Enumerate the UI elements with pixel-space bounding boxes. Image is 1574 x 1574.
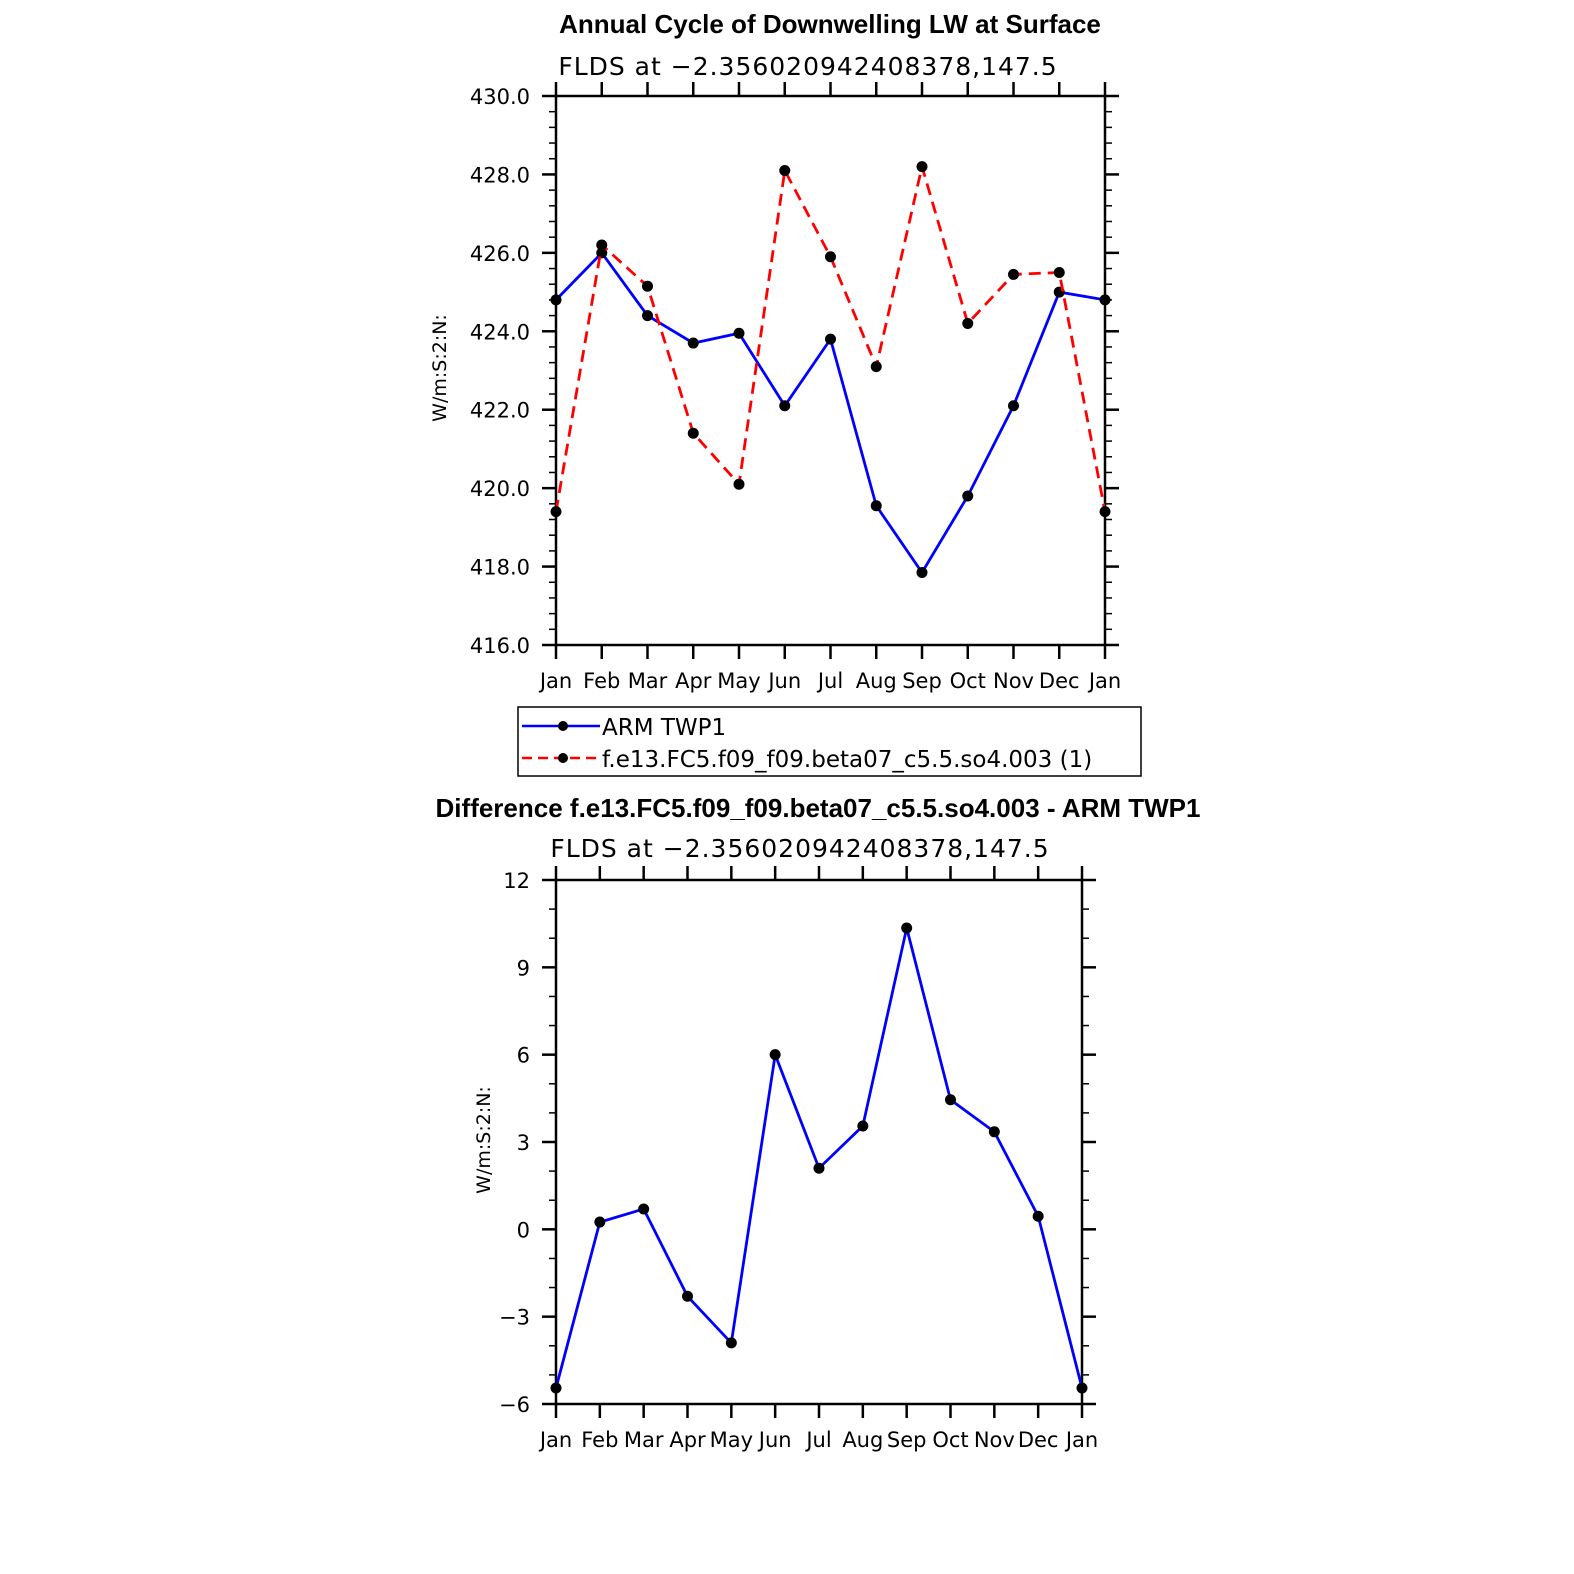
x-tick-label: Apr (675, 669, 712, 693)
y-tick-label: 420.0 (470, 477, 530, 501)
legend-box (517, 706, 1142, 777)
data-point (638, 1203, 650, 1215)
chart-subtitle: FLDS at −2.356020942408378,147.5 (558, 52, 1057, 81)
data-point (1008, 268, 1019, 280)
data-point (769, 1049, 781, 1061)
plot-frame (554, 878, 1084, 1406)
data-point (945, 1094, 956, 1106)
difference-panel: Difference f.e13.FC5.f09_f09.beta07_c5.5… (436, 793, 1201, 1452)
y-tick-label: 426.0 (470, 242, 530, 266)
y-tick-label: 424.0 (470, 320, 530, 344)
x-tick-label: Jan (538, 669, 572, 693)
x-tick-label: Feb (581, 1428, 618, 1452)
data-point (916, 161, 928, 173)
chart-subtitle: FLDS at −2.356020942408378,147.5 (550, 834, 1049, 863)
x-tick-label: Jan (1087, 669, 1121, 693)
chart-title: Annual Cycle of Downwelling LW at Surfac… (559, 9, 1101, 39)
annual-cycle-panel: Annual Cycle of Downwelling LW at Surfac… (429, 9, 1142, 777)
data-point (642, 310, 653, 322)
y-tick-label: −6 (499, 1393, 530, 1417)
data-point (1076, 1382, 1088, 1394)
data-point (901, 922, 913, 934)
y-tick-label: 0 (517, 1218, 530, 1242)
legend: ARM TWP1 f.e13.FC5.f09_f09.beta07_c5.5.s… (517, 706, 1142, 777)
x-tick-label: Aug (856, 669, 897, 693)
x-tick-label: Jun (757, 1428, 792, 1452)
x-tick-label: Mar (628, 669, 668, 693)
x-tick-label: Apr (669, 1428, 706, 1452)
data-point (594, 1216, 606, 1228)
y-tick-label: 416.0 (470, 634, 530, 658)
x-tick-label: Dec (1018, 1428, 1059, 1452)
data-point (1008, 400, 1019, 412)
data-point (550, 294, 562, 306)
series-line-0 (554, 250, 1106, 576)
data-point (682, 1290, 693, 1302)
x-tick-label: Dec (1039, 669, 1080, 693)
data-point (1099, 506, 1111, 518)
data-point (825, 251, 836, 263)
chart-title: Difference f.e13.FC5.f09_f09.beta07_c5.5… (436, 793, 1201, 823)
y-tick-label: −3 (499, 1306, 530, 1330)
y-axis-label: W/m:S:2:N: (429, 314, 451, 422)
legend-marker-arm (558, 721, 568, 731)
data-point (1053, 266, 1065, 278)
x-tick-label: Jan (538, 1428, 572, 1452)
data-point (1032, 1210, 1044, 1222)
legend-label-arm: ARM TWP1 (602, 715, 726, 741)
series-line-0 (554, 927, 1084, 1389)
data-point (916, 566, 928, 578)
data-point (779, 165, 791, 177)
x-tick-label: May (717, 669, 760, 693)
y-tick-label: 9 (517, 956, 530, 980)
data-point (733, 478, 745, 490)
legend-label-model: f.e13.FC5.f09_f09.beta07_c5.5.so4.003 (1… (602, 747, 1092, 773)
y-tick-label: 428.0 (470, 163, 530, 187)
data-point (962, 490, 974, 502)
x-tick-label: Aug (842, 1428, 883, 1452)
x-tick-label: Jun (766, 669, 801, 693)
data-point (596, 247, 608, 259)
y-tick-label: 12 (503, 869, 530, 893)
data-point (687, 427, 699, 439)
x-tick-label: Nov (974, 1428, 1015, 1452)
data-point (870, 361, 882, 373)
x-tick-label: Jul (816, 669, 843, 693)
plot-frame (554, 94, 1107, 647)
legend-marker-model (558, 753, 568, 763)
x-tick-label: Feb (583, 669, 620, 693)
data-point (962, 317, 974, 329)
data-point (596, 239, 608, 251)
x-tick-label: Jul (804, 1428, 831, 1452)
data-point (825, 333, 836, 345)
y-tick-label: 6 (517, 1044, 530, 1068)
data-point (687, 337, 699, 349)
y-tick-label: 430.0 (470, 85, 530, 109)
x-tick-label: May (710, 1428, 753, 1452)
x-tick-label: Oct (932, 1428, 968, 1452)
x-tick-label: Sep (887, 1428, 927, 1452)
x-tick-label: Nov (993, 669, 1034, 693)
x-tick-label: Sep (902, 669, 942, 693)
data-point (857, 1120, 869, 1132)
data-point (870, 500, 882, 512)
data-point (642, 280, 653, 292)
x-tick-label: Oct (950, 669, 986, 693)
data-point (988, 1126, 1000, 1138)
data-point (550, 1382, 562, 1394)
data-point (733, 327, 745, 339)
y-tick-label: 418.0 (470, 556, 530, 580)
data-point (813, 1162, 825, 1174)
y-tick-label: 3 (517, 1131, 530, 1155)
data-point (1099, 294, 1111, 306)
x-tick-label: Mar (624, 1428, 664, 1452)
data-point (550, 506, 562, 518)
data-point (725, 1337, 737, 1349)
x-tick-label: Jan (1064, 1428, 1098, 1452)
y-tick-label: 422.0 (470, 399, 530, 423)
y-axis-label: W/m:S:2:N: (473, 1086, 495, 1194)
data-point (779, 400, 791, 412)
